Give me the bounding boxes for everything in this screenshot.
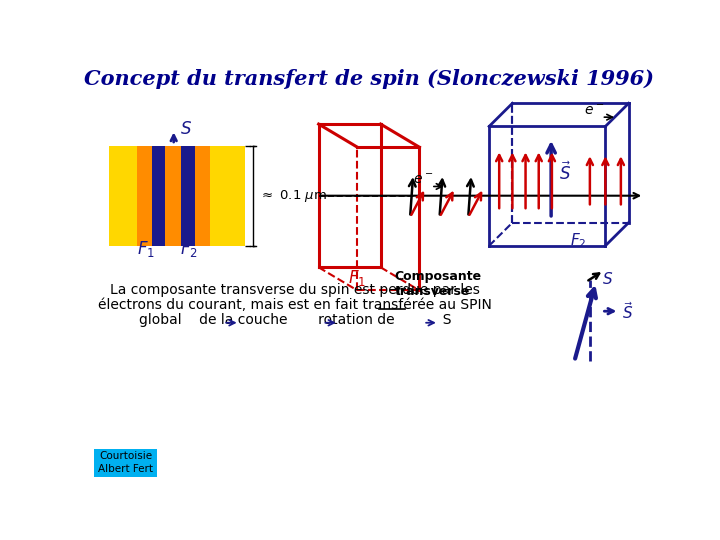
Bar [94,449,158,477]
Bar [218,146,245,246]
Bar [181,146,194,246]
Bar [109,146,137,246]
Text: Courtoisie
Albert Fert: Courtoisie Albert Fert [98,451,153,475]
Text: $\vec{S}$: $\vec{S}$ [559,161,571,184]
Text: $e^-$: $e^-$ [584,104,604,118]
Text: $F_2$: $F_2$ [570,231,587,249]
Text: Composante
transverse: Composante transverse [395,271,482,299]
Text: $\vec{S}$: $\vec{S}$ [622,301,634,322]
Text: électrons du courant, mais est en fait transférée au SPIN: électrons du courant, mais est en fait t… [99,298,492,312]
Bar [109,146,245,246]
Text: $S$: $S$ [601,271,613,287]
Text: $S$: $S$ [180,120,192,138]
Text: $\approx$ 0.1 $\mu$m: $\approx$ 0.1 $\mu$m [259,188,327,204]
Text: $F_1$: $F_1$ [137,239,155,259]
Text: La composante transverse du spin est perdue par les: La composante transverse du spin est per… [110,282,480,296]
Text: Concept du transfert de spin (Slonczewski 1996): Concept du transfert de spin (Slonczewsk… [84,69,654,89]
Text: $F_2$: $F_2$ [180,239,198,259]
Bar [165,146,181,246]
Bar [137,146,152,246]
Text: $e^-$: $e^-$ [413,173,433,187]
Bar [194,146,210,246]
Text: $F_1$: $F_1$ [348,268,366,288]
Text: global    de la couche       rotation de           S: global de la couche rotation de S [139,313,451,327]
Bar [152,146,165,246]
